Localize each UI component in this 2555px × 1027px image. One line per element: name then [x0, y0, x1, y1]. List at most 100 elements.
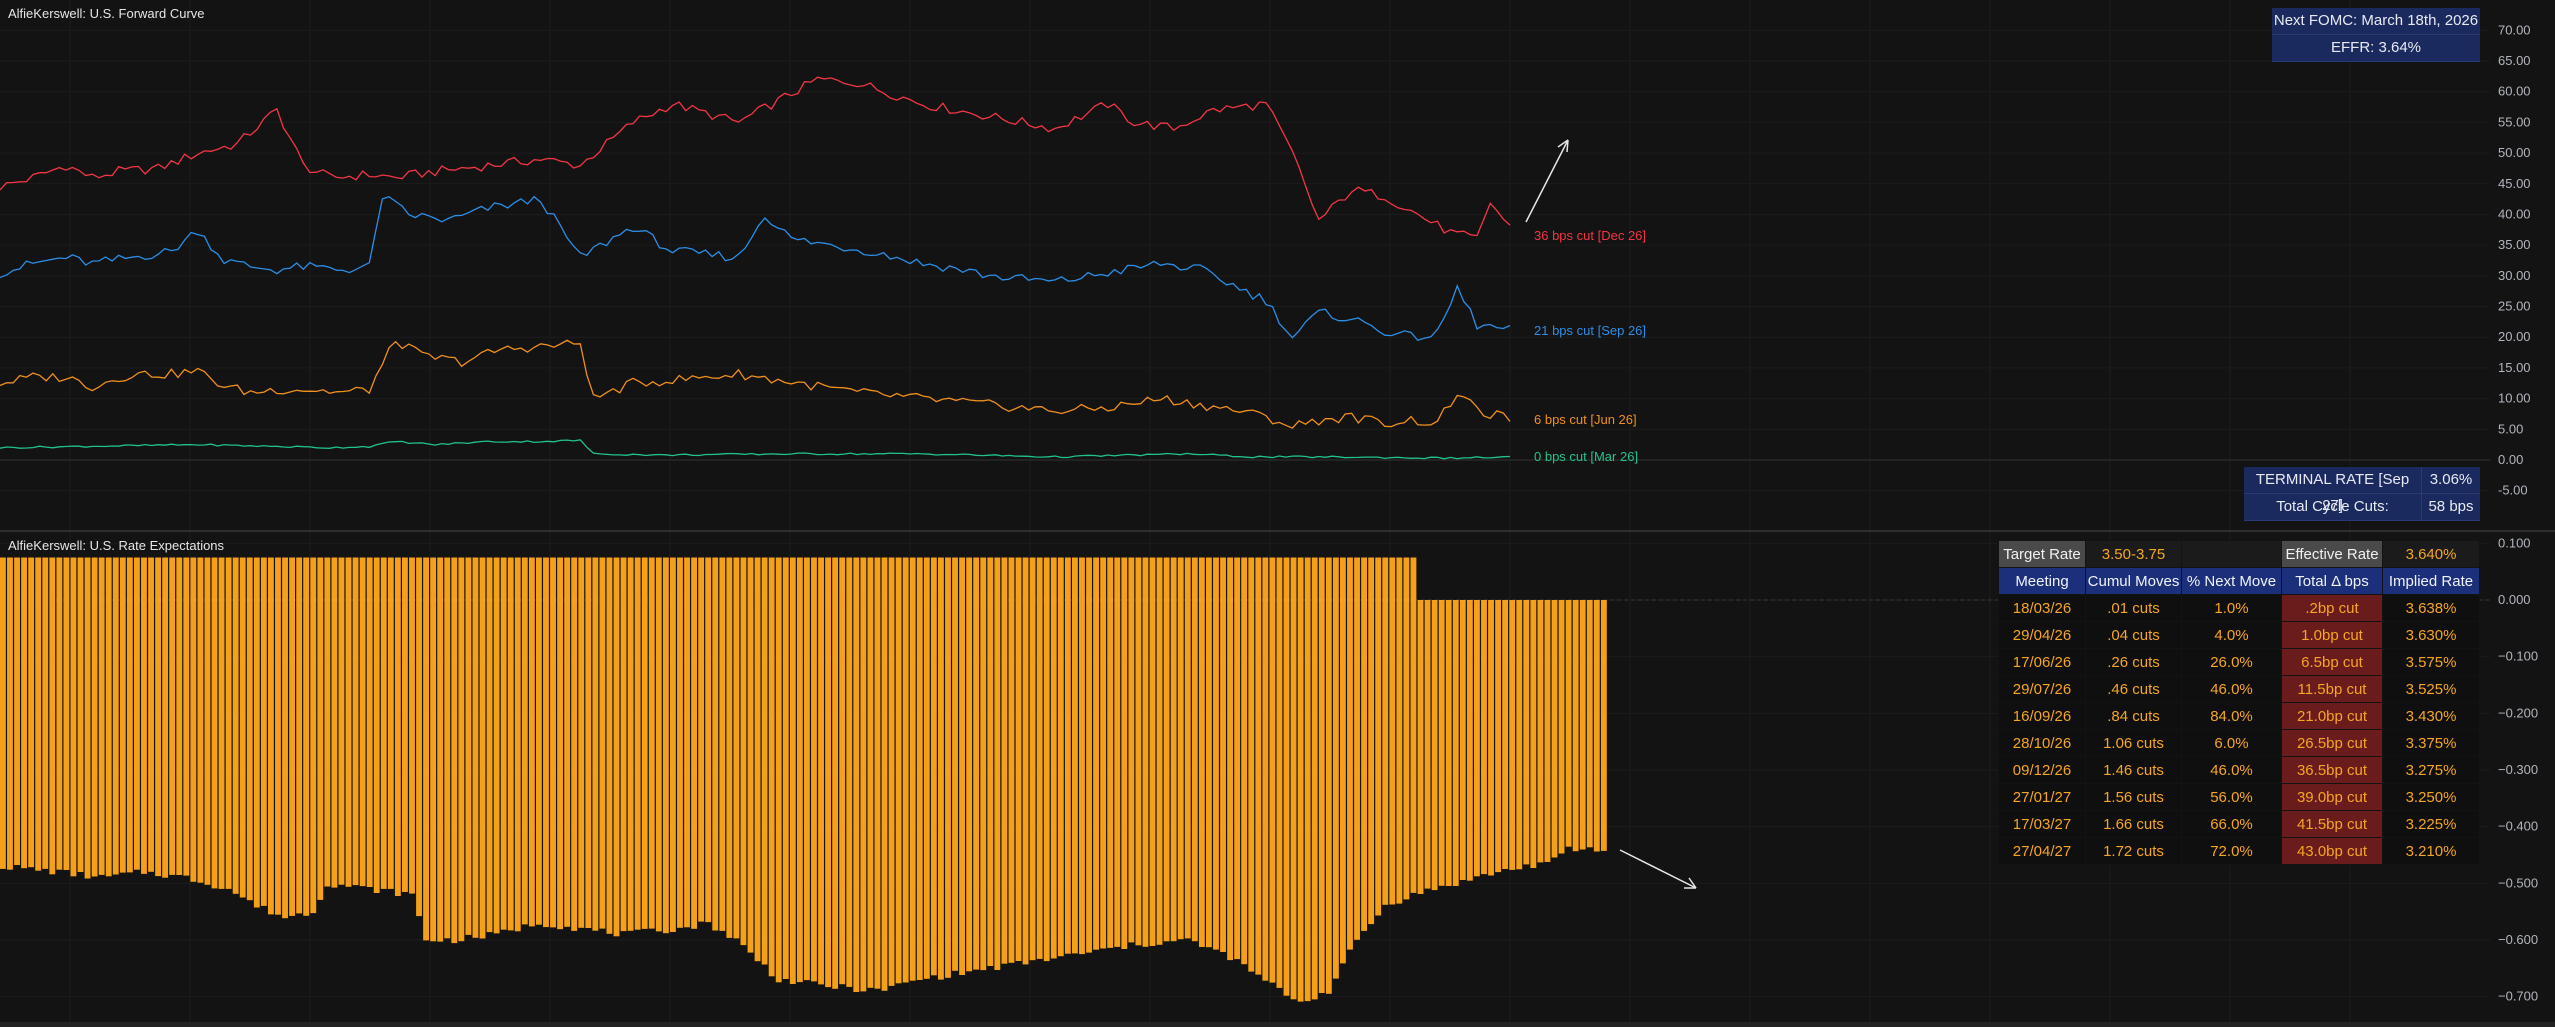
bar: [1431, 600, 1438, 891]
rate-expectations-chart[interactable]: 0.100 0.000 −0.100 −0.200 −0.300 −0.400 −0.500…: [0, 532, 2555, 1025]
bar: [1382, 557, 1389, 905]
bar: [1255, 557, 1262, 975]
bar: [211, 557, 218, 889]
bar: [1022, 557, 1029, 965]
bar: [648, 557, 655, 929]
table-row: 17/06/26.26 cuts 26.0% 6.5bp cut 3.575%: [1998, 648, 2480, 676]
y-axis-tick-label: 55.00: [2498, 114, 2531, 129]
bar: [606, 557, 613, 934]
table-row: 16/09/26.84 cuts 84.0% 21.0bp cut 3.430%: [1998, 702, 2480, 730]
table-row: 18/03/26.01 cuts 1.0% .2bp cut 3.638%: [1998, 594, 2480, 622]
cell-next-move: 26.0%: [2181, 648, 2282, 676]
bar: [938, 557, 944, 980]
bar: [1530, 600, 1537, 868]
bar: [465, 557, 472, 935]
rate-expectations-pane[interactable]: 0.100 0.000 −0.100 −0.200 −0.300 −0.400 −0.500…: [0, 532, 2555, 1025]
bar: [1332, 557, 1339, 979]
forward-curve-chart[interactable]: 70.00 65.00 60.00 55.00 50.00 45.00 40.00 35.00…: [0, 0, 2555, 530]
bar: [1474, 600, 1480, 877]
bar: [338, 557, 345, 885]
series-label-dec26: 36 bps cut [Dec 26]: [1534, 228, 1646, 243]
bar: [1523, 600, 1530, 865]
bar: [1495, 600, 1502, 873]
bar: [945, 557, 951, 978]
y-axis-tick-label: 10.00: [2498, 391, 2531, 406]
bar: [423, 557, 430, 941]
y-axis-tick-label: 50.00: [2498, 145, 2531, 160]
cell-next-move: 4.0%: [2181, 621, 2282, 649]
bar: [881, 557, 888, 991]
bar: [1100, 557, 1107, 949]
cell-implied-rate: 3.430%: [2382, 702, 2480, 730]
bar: [28, 557, 35, 868]
forward-curve-pane[interactable]: 70.00 65.00 60.00 55.00 50.00 45.00 40.00 35.00…: [0, 0, 2555, 530]
bar: [289, 557, 296, 916]
cycle-cuts-row: Total Cycle Cuts: 58 bps: [2244, 494, 2480, 521]
pane-separator[interactable]: [0, 530, 2555, 532]
table-row: 17/03/27 1.66 cuts 66.0% 41.5bp cut 3.225%: [1998, 810, 2480, 838]
bar: [345, 557, 352, 887]
bar: [1572, 600, 1579, 852]
bar: [507, 557, 514, 931]
bar: [1445, 600, 1452, 886]
bar: [564, 557, 571, 927]
bar: [662, 557, 669, 934]
cycle-cuts-label: Total Cycle Cuts:: [2244, 494, 2422, 520]
bar: [811, 557, 817, 982]
bar: [70, 557, 77, 877]
cell-total-bps: 41.5bp cut: [2281, 810, 2383, 838]
bar: [1206, 557, 1212, 948]
table-row: 27/04/27 1.72 cuts 72.0% 43.0bp cut 3.210%: [1998, 837, 2480, 865]
y-axis-tick-label: 20.00: [2498, 329, 2531, 344]
bar: [42, 557, 49, 869]
bar: [1064, 557, 1071, 954]
bar: [225, 557, 232, 889]
bar: [282, 557, 288, 919]
bar: [987, 557, 994, 966]
bar: [1008, 557, 1015, 963]
bar: [1318, 557, 1325, 993]
cell-cumul-moves: .01 cuts: [2085, 594, 2182, 622]
bar: [1389, 557, 1396, 905]
bar: [317, 557, 324, 900]
cell-implied-rate: 3.525%: [2382, 675, 2480, 703]
bar: [1276, 557, 1283, 988]
bar: [134, 557, 140, 870]
bar: [789, 557, 796, 984]
bar: [493, 557, 500, 934]
bar: [1502, 600, 1509, 869]
cell-total-bps: 43.0bp cut: [2281, 837, 2383, 865]
bar: [260, 557, 267, 906]
y-axis-tick-label: 70.00: [2498, 22, 2531, 37]
cell-meeting: 09/12/26: [1998, 756, 2086, 784]
cell-implied-rate: 3.375%: [2382, 729, 2480, 757]
bar: [804, 557, 810, 981]
effective-rate-label: Effective Rate: [2281, 540, 2383, 568]
bar: [49, 557, 56, 875]
bar: [63, 557, 70, 870]
bar: [1424, 600, 1431, 889]
terminal-rate-row: TERMINAL RATE [Sep 27] 3.06%: [2244, 467, 2480, 514]
cell-cumul-moves: 1.66 cuts: [2085, 810, 2182, 838]
bar: [930, 557, 937, 976]
bar: [268, 557, 274, 915]
bar: [239, 557, 246, 898]
bar: [479, 557, 486, 939]
bar: [1142, 557, 1149, 947]
bar: [902, 557, 909, 983]
y-axis-tick-label: −0.300: [2498, 762, 2538, 777]
bar: [1262, 557, 1269, 981]
table-row: 09/12/26 1.46 cuts 46.0% 36.5bp cut 3.275%: [1998, 756, 2480, 784]
time-axis-strip[interactable]: [0, 1022, 2555, 1027]
bar: [1191, 557, 1198, 942]
bar: [1304, 557, 1311, 1002]
bar: [860, 557, 867, 992]
table-row: 27/01/27 1.56 cuts 56.0% 39.0bp cut 3.250%: [1998, 783, 2480, 811]
bar: [1438, 600, 1445, 886]
bar: [98, 557, 105, 875]
target-rate-value: 3.50-3.75: [2085, 540, 2182, 568]
bar: [1121, 557, 1128, 949]
fomc-info-box: Next FOMC: March 18th, 2026 EFFR: 3.64%: [2272, 8, 2480, 62]
annotation-arrow-down: [1619, 849, 1697, 889]
bar: [1079, 557, 1085, 955]
